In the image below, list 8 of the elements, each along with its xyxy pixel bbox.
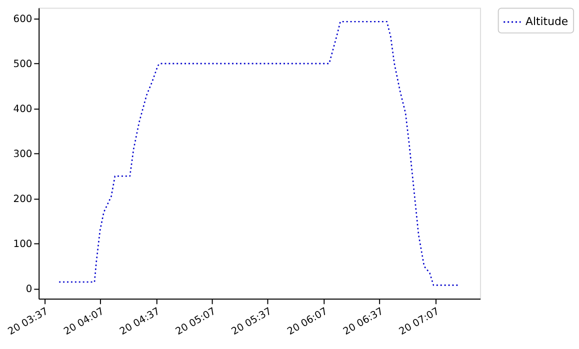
y-tick-label: 200 <box>13 194 32 206</box>
y-tick-label: 0 <box>26 284 32 296</box>
y-tick-label: 400 <box>13 104 32 116</box>
legend-label: Altitude <box>526 15 568 28</box>
y-tick-label: 500 <box>13 59 32 70</box>
y-tick-label: 100 <box>13 239 32 250</box>
y-tick-label: 600 <box>13 14 32 25</box>
y-tick-label: 300 <box>13 149 32 160</box>
